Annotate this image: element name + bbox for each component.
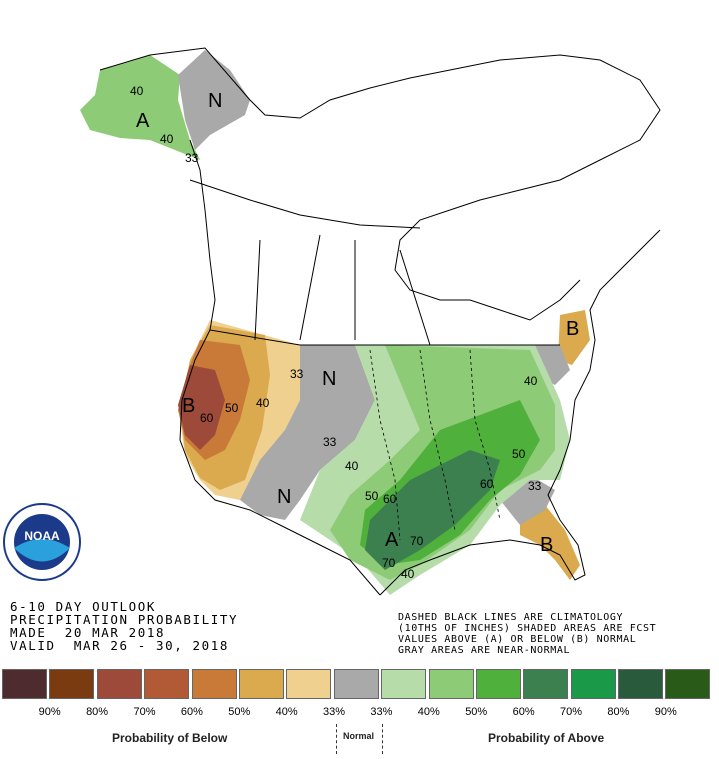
texas-label-70: 70 — [382, 556, 396, 570]
se-label-50: 50 — [512, 447, 526, 461]
plains-label-33: 33 — [290, 367, 304, 381]
central-label-40: 40 — [345, 459, 359, 473]
legend-swatch — [49, 669, 95, 699]
alaska-label-40b: 40 — [160, 132, 174, 146]
se-label-33: 33 — [528, 479, 542, 493]
legend-tick-label: 40% — [417, 706, 440, 718]
legend-swatch — [428, 669, 474, 699]
normal-divider-left — [336, 724, 337, 754]
west-label-40: 40 — [256, 396, 270, 410]
note-line-2: (10THS OF INCHES) SHADED AREAS ARE FCST — [398, 623, 657, 634]
legend-swatch — [618, 669, 664, 699]
legend-swatch — [96, 669, 142, 699]
florida-below-label: B — [540, 534, 553, 556]
legend-tick-label: 90% — [654, 706, 677, 718]
northeast-below-area — [558, 310, 590, 365]
plains-normal-label: N — [322, 368, 336, 390]
above-caption: Probability of Above — [488, 731, 605, 745]
south-label-50: 50 — [365, 489, 379, 503]
legend-tick-label: 80% — [607, 706, 630, 718]
note-line-1: DASHED BLACK LINES ARE CLIMATOLOGY — [398, 612, 624, 623]
coastlines — [99, 47, 661, 596]
west-label-60: 60 — [200, 411, 214, 425]
yukon-normal-label: N — [208, 90, 222, 112]
alaska-above-label: A — [136, 110, 150, 132]
legend-swatch — [286, 669, 332, 699]
legend-tick-label: 50% — [465, 706, 488, 718]
legend-tick-label: 70% — [559, 706, 582, 718]
noaa-logo: NOAA — [3, 503, 81, 581]
legend-tick-label: 80% — [86, 706, 109, 718]
title-line-4: VALID MAR 26 - 30, 2018 — [10, 638, 230, 653]
legend-tick-label: 90% — [38, 706, 61, 718]
legend-ticks: 90% 80% 70% 60% 50% 40% 33% 33% 40% 50% 60% 70% 80% 9… — [2, 706, 689, 718]
legend-swatch — [475, 669, 521, 699]
note-line-3: VALUES ABOVE (A) OR BELOW (B) NORMAL — [398, 634, 637, 645]
alaska-above-area — [80, 55, 200, 160]
legend-swatch — [144, 669, 190, 699]
legend-tick-label: 70% — [133, 706, 156, 718]
noaa-logo-text: NOAA — [24, 529, 60, 543]
gulf-label-70: 70 — [410, 534, 424, 548]
florida-below-area — [520, 505, 580, 580]
notes-block: DASHED BLACK LINES ARE CLIMATOLOGY (10THS… — [398, 612, 656, 656]
legend-swatch — [570, 669, 616, 699]
legend-swatch — [665, 669, 711, 699]
legend-tick-label: 60% — [180, 706, 203, 718]
title-block: 6-10 DAY OUTLOOK PRECIPITATION PROBABILIT… — [10, 600, 238, 652]
northeast-below-label: B — [566, 318, 579, 340]
normal-caption: Normal — [343, 731, 375, 741]
legend-tick-label: 40% — [275, 706, 298, 718]
west-below-label: B — [182, 395, 195, 417]
central-label-33: 33 — [323, 435, 337, 449]
legend-swatch — [191, 669, 237, 699]
outlook-map: 40 A 40 33 N B 60 50 40 33 N 33 40 N 50 … — [3, 47, 661, 596]
south-above-70-area — [365, 450, 500, 570]
se-label-60: 60 — [480, 477, 494, 491]
legend-tick-label: 60% — [512, 706, 535, 718]
normal-divider-right — [382, 724, 383, 754]
legend-swatch — [523, 669, 569, 699]
alaska-label-33: 33 — [185, 151, 199, 165]
title-line-1: 6-10 DAY OUTLOOK — [10, 599, 157, 614]
title-line-2: PRECIPITATION PROBABILITY — [10, 612, 239, 627]
west-label-50: 50 — [225, 401, 239, 415]
legend-swatch — [238, 669, 284, 699]
below-caption: Probability of Below — [112, 731, 228, 745]
south-above-label: A — [385, 529, 399, 551]
legend-swatch — [333, 669, 379, 699]
legend-tick-label: 33% — [323, 706, 346, 718]
legend-tick-label: 50% — [228, 706, 251, 718]
legend-swatch — [2, 669, 47, 699]
climatology-lines — [369, 349, 501, 541]
alaska-label-40: 40 — [130, 84, 144, 98]
plains-near-normal-area — [240, 345, 375, 520]
legend-swatch — [381, 669, 427, 699]
south-label-60: 60 — [383, 492, 397, 506]
west-below-60-area — [178, 365, 225, 450]
northeast-label-40: 40 — [524, 374, 538, 388]
southwest-normal-label: N — [277, 486, 291, 508]
gulf-label-40: 40 — [401, 567, 415, 581]
title-line-3: MADE 20 MAR 2018 — [10, 625, 166, 640]
alaska-near-normal-area — [178, 50, 250, 150]
legend-tick-label: 33% — [370, 706, 393, 718]
note-line-4: GRAY AREAS ARE NEAR-NORMAL — [398, 645, 571, 656]
se-near-normal-area — [500, 475, 555, 525]
legend-swatches — [2, 669, 713, 699]
